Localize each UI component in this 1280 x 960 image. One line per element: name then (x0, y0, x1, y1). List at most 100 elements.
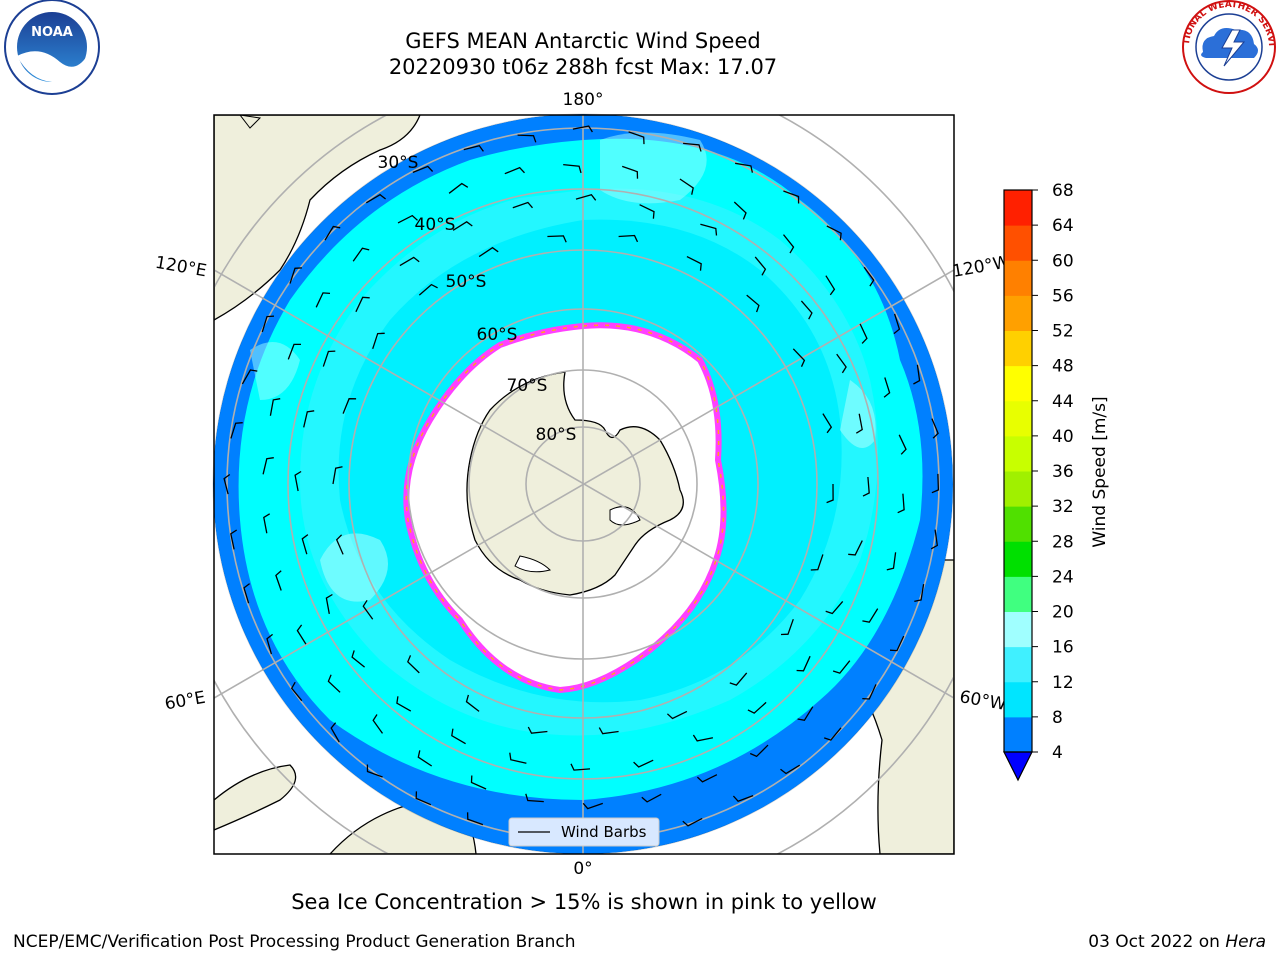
meridian-label-120e: 120°E (154, 253, 208, 282)
noaa-logo: NOAA (4, 0, 100, 95)
graticule (212, 113, 954, 855)
wind-barb (572, 125, 593, 133)
colorbar-segment (1004, 576, 1032, 612)
wind-barb (290, 681, 303, 702)
chart-title: GEFS MEAN Antarctic Wind Speed (405, 29, 761, 53)
colorbar-segment (1004, 400, 1032, 437)
wind-barb (325, 593, 333, 615)
wind-barb (810, 554, 824, 571)
wind-barb (223, 473, 231, 495)
colorbar-tick-label: 32 (1052, 497, 1074, 517)
wind-barb (399, 256, 420, 267)
wind-barb (315, 292, 331, 308)
colorbar-tick-label: 4 (1052, 743, 1063, 763)
wind-barb (683, 142, 702, 152)
colorbar-segment (1004, 260, 1032, 296)
wind-barb (512, 201, 533, 209)
wind-barb (862, 608, 879, 623)
wind-barb (682, 817, 703, 827)
antarctic-continent (466, 371, 684, 596)
wind-barb (470, 775, 487, 790)
wind-barb (746, 294, 760, 313)
wind-barb (893, 313, 901, 335)
wind-barb-legend: Wind Barbs (508, 817, 660, 847)
wind-barb (618, 234, 639, 243)
colorbar-segment (1004, 365, 1032, 402)
wind-barb (686, 256, 702, 271)
wind-barb (366, 764, 383, 778)
latitude-label-40s: 40°S (415, 215, 456, 235)
wind-barb (352, 247, 370, 262)
wind-barb (504, 166, 525, 175)
wind-barb (365, 193, 387, 204)
wind-barb (287, 343, 301, 360)
wind-barb (582, 802, 604, 810)
wind-barb (862, 684, 877, 700)
colorbar-tick-label: 40 (1052, 427, 1074, 447)
colorbar-segment (1004, 295, 1032, 331)
wind-barb (330, 722, 340, 743)
wind-barb (797, 706, 814, 722)
wind-barb (327, 674, 341, 693)
wind-barb (266, 633, 273, 655)
colorbar-segment (1004, 506, 1032, 542)
wind-barb (914, 583, 925, 603)
wind-barb (527, 726, 548, 734)
colorbar-segment (1004, 541, 1032, 577)
colorbar-tick-label: 16 (1052, 638, 1074, 658)
sea-ice-note: Sea Ice Concentration > 15% is shown in … (291, 890, 877, 914)
wind-barb (729, 672, 748, 686)
wind-barb (342, 398, 357, 414)
wind-barb (931, 473, 940, 494)
colorbar-tick-label: 28 (1052, 532, 1074, 552)
wind-barb (639, 204, 655, 219)
colorbar-tick-label: 60 (1052, 251, 1074, 271)
colorbar-segment (1004, 716, 1032, 753)
colorbar-segment (1004, 681, 1032, 718)
meridian-label-0: 0° (573, 859, 592, 879)
wind-barb (355, 296, 370, 313)
wind-barb (230, 529, 238, 550)
wind-barb (848, 540, 863, 556)
wind-barb (294, 470, 302, 492)
wind-barb (859, 323, 868, 344)
wind-barb (826, 225, 842, 241)
wind-barb (332, 466, 343, 485)
wind-barb (563, 163, 582, 174)
credit-date-text: 03 Oct 2022 on (1088, 932, 1220, 952)
wind-barb (747, 701, 767, 714)
wind-barb (825, 275, 836, 296)
meridian-label-120w: 120°W (951, 252, 1012, 282)
wind-barb (261, 315, 275, 333)
wind-barb (463, 144, 484, 152)
colorbar-segment (1004, 471, 1032, 507)
colorbar-segment (1004, 330, 1032, 367)
wind-barb (931, 418, 939, 439)
wind-barb (823, 727, 842, 741)
wind-barb (633, 759, 654, 768)
wind-barb (448, 182, 469, 194)
wind-barb (889, 635, 905, 652)
wind-barb (296, 624, 307, 645)
wind-barb (792, 348, 806, 367)
colorbar-segment (1004, 190, 1032, 226)
wind-barb (863, 266, 875, 287)
meridian-label-60w: 60°W (958, 687, 1008, 715)
wind-barb (243, 583, 250, 604)
wind-barb (930, 529, 939, 550)
wind-barb (335, 534, 344, 555)
wind-barb (289, 267, 302, 284)
wind-barb (397, 214, 418, 224)
latitude-label-80s: 80°S (536, 425, 577, 445)
wind-barb (417, 750, 433, 767)
wind-barb (570, 763, 591, 771)
wind-barb (362, 599, 374, 620)
colorbar-label: Wind Speed [m/s] (1090, 396, 1110, 547)
wind-barb (913, 364, 921, 385)
wind-barb (547, 235, 567, 243)
wind-barb (825, 600, 844, 615)
wind-barb (780, 764, 801, 775)
wind-barb (822, 413, 833, 434)
